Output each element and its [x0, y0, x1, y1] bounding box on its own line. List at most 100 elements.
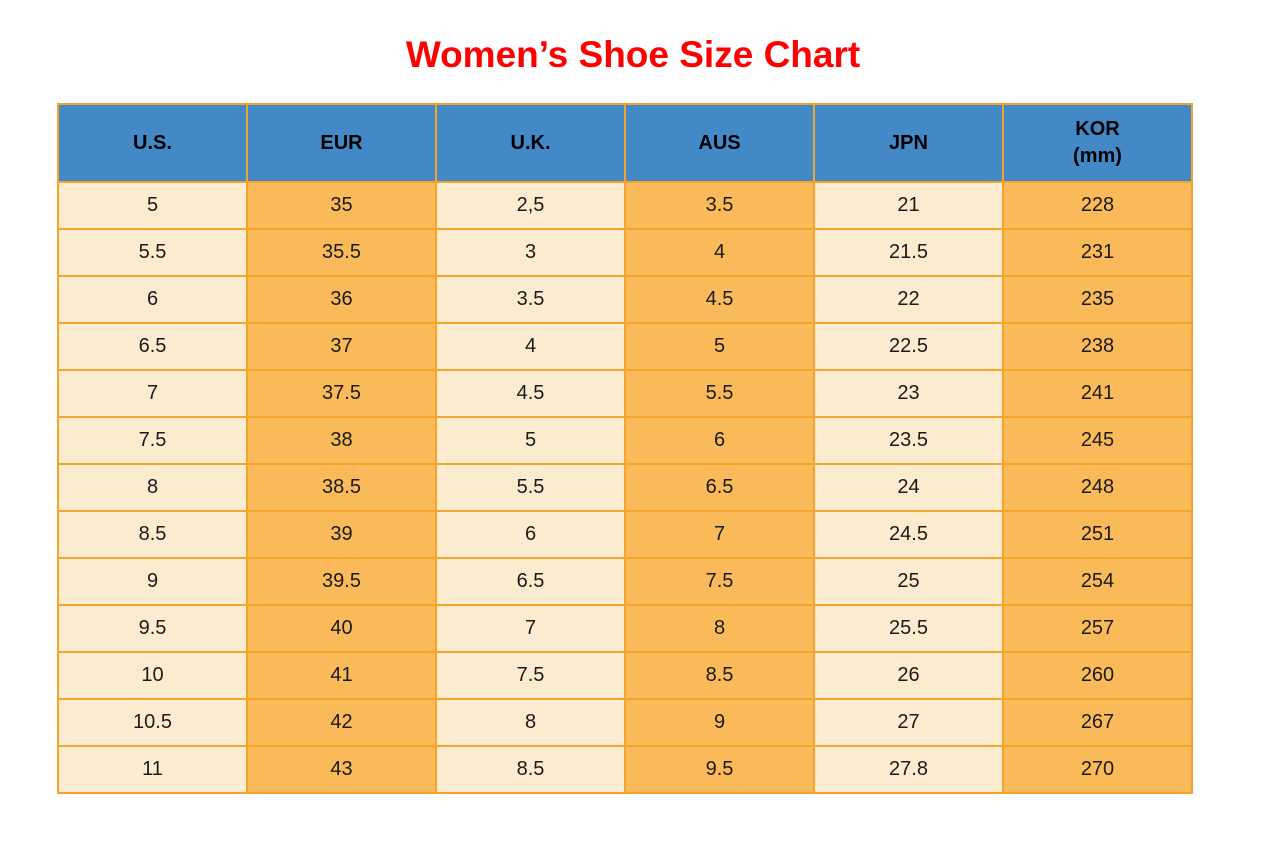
cell-eur: 35.5 — [246, 228, 437, 277]
cell-us: 11 — [57, 745, 248, 794]
cell-kor: 238 — [1002, 322, 1193, 371]
cell-aus: 4.5 — [624, 275, 815, 324]
cell-us: 7.5 — [57, 416, 248, 465]
cell-kor: 228 — [1002, 181, 1193, 230]
cell-uk: 5 — [435, 416, 626, 465]
cell-aus: 6.5 — [624, 463, 815, 512]
cell-eur: 38 — [246, 416, 437, 465]
cell-aus: 9 — [624, 698, 815, 747]
column-header-us: U.S. — [57, 103, 248, 183]
cell-kor: 260 — [1002, 651, 1193, 700]
cell-jpn: 21 — [813, 181, 1004, 230]
cell-jpn: 25.5 — [813, 604, 1004, 653]
cell-uk: 7.5 — [435, 651, 626, 700]
cell-kor: 245 — [1002, 416, 1193, 465]
cell-us: 5 — [57, 181, 248, 230]
cell-jpn: 27 — [813, 698, 1004, 747]
table-row: 5.5 35.5 3 4 21.5 231 — [57, 228, 1193, 277]
column-header-text: (mm) — [1073, 145, 1122, 167]
cell-us: 8 — [57, 463, 248, 512]
table-row: 8.5 39 6 7 24.5 251 — [57, 510, 1193, 559]
cell-jpn: 22.5 — [813, 322, 1004, 371]
cell-us: 10.5 — [57, 698, 248, 747]
column-header-eur: EUR — [246, 103, 437, 183]
cell-us: 6.5 — [57, 322, 248, 371]
cell-jpn: 21.5 — [813, 228, 1004, 277]
cell-eur: 43 — [246, 745, 437, 794]
cell-uk: 6 — [435, 510, 626, 559]
cell-eur: 39 — [246, 510, 437, 559]
cell-us: 8.5 — [57, 510, 248, 559]
cell-aus: 5.5 — [624, 369, 815, 418]
size-chart-container: U.S. EUR U.K. AUS JPN KOR (mm) 5 35 2,5 3.5 21 228 5… — [57, 103, 1193, 794]
cell-uk: 6.5 — [435, 557, 626, 606]
cell-eur: 39.5 — [246, 557, 437, 606]
cell-us: 10 — [57, 651, 248, 700]
page-title: Women’s Shoe Size Chart — [405, 34, 861, 75]
cell-eur: 37 — [246, 322, 437, 371]
cell-kor: 267 — [1002, 698, 1193, 747]
table-row: 6 36 3.5 4.5 22 235 — [57, 275, 1193, 324]
column-header-text: AUS — [698, 131, 741, 154]
cell-jpn: 25 — [813, 557, 1004, 606]
table-row: 7 37.5 4.5 5.5 23 241 — [57, 369, 1193, 418]
cell-eur: 36 — [246, 275, 437, 324]
cell-uk: 7 — [435, 604, 626, 653]
cell-aus: 3.5 — [624, 181, 815, 230]
table-row: 11 43 8.5 9.5 27.8 270 — [57, 745, 1193, 794]
table-row: 7.5 38 5 6 23.5 245 — [57, 416, 1193, 465]
cell-jpn: 24.5 — [813, 510, 1004, 559]
cell-aus: 7.5 — [624, 557, 815, 606]
cell-eur: 40 — [246, 604, 437, 653]
cell-eur: 37.5 — [246, 369, 437, 418]
column-header-jpn: JPN — [813, 103, 1004, 183]
cell-jpn: 23.5 — [813, 416, 1004, 465]
cell-aus: 7 — [624, 510, 815, 559]
cell-uk: 3.5 — [435, 275, 626, 324]
table-row: 10.5 42 8 9 27 267 — [57, 698, 1193, 747]
column-header-uk: U.K. — [435, 103, 626, 183]
cell-kor: 251 — [1002, 510, 1193, 559]
column-header-text: JPN — [889, 131, 928, 154]
table-row: 8 38.5 5.5 6.5 24 248 — [57, 463, 1193, 512]
table-row: 6.5 37 4 5 22.5 238 — [57, 322, 1193, 371]
cell-kor: 248 — [1002, 463, 1193, 512]
column-header-kor: KOR (mm) — [1002, 103, 1193, 183]
cell-uk: 4 — [435, 322, 626, 371]
table-row: 10 41 7.5 8.5 26 260 — [57, 651, 1193, 700]
cell-jpn: 24 — [813, 463, 1004, 512]
cell-aus: 5 — [624, 322, 815, 371]
column-header-aus: AUS — [624, 103, 815, 183]
cell-us: 7 — [57, 369, 248, 418]
cell-jpn: 27.8 — [813, 745, 1004, 794]
table-row: 9.5 40 7 8 25.5 257 — [57, 604, 1193, 653]
cell-kor: 254 — [1002, 557, 1193, 606]
cell-eur: 42 — [246, 698, 437, 747]
cell-uk: 5.5 — [435, 463, 626, 512]
column-header-text: EUR — [320, 131, 363, 154]
cell-uk: 2,5 — [435, 181, 626, 230]
table-header: U.S. EUR U.K. AUS JPN KOR (mm) — [57, 103, 1193, 183]
table-body: 5 35 2,5 3.5 21 228 5.5 35.5 3 4 21.5 231 6 36 3.5 4.5 2… — [57, 181, 1193, 794]
cell-eur: 38.5 — [246, 463, 437, 512]
cell-us: 6 — [57, 275, 248, 324]
cell-jpn: 26 — [813, 651, 1004, 700]
table-row: 5 35 2,5 3.5 21 228 — [57, 181, 1193, 230]
cell-eur: 41 — [246, 651, 437, 700]
cell-uk: 4.5 — [435, 369, 626, 418]
header-row: U.S. EUR U.K. AUS JPN KOR (mm) — [57, 103, 1193, 183]
cell-aus: 4 — [624, 228, 815, 277]
column-header-text: U.S. — [133, 131, 172, 154]
column-header-text: KOR — [1075, 118, 1120, 140]
cell-aus: 8 — [624, 604, 815, 653]
cell-uk: 8.5 — [435, 745, 626, 794]
cell-us: 9 — [57, 557, 248, 606]
cell-uk: 8 — [435, 698, 626, 747]
size-chart-table: U.S. EUR U.K. AUS JPN KOR (mm) 5 35 2,5 3.5 21 228 5… — [57, 103, 1193, 794]
table-row: 9 39.5 6.5 7.5 25 254 — [57, 557, 1193, 606]
cell-us: 9.5 — [57, 604, 248, 653]
cell-aus: 9.5 — [624, 745, 815, 794]
cell-kor: 231 — [1002, 228, 1193, 277]
cell-us: 5.5 — [57, 228, 248, 277]
cell-kor: 270 — [1002, 745, 1193, 794]
